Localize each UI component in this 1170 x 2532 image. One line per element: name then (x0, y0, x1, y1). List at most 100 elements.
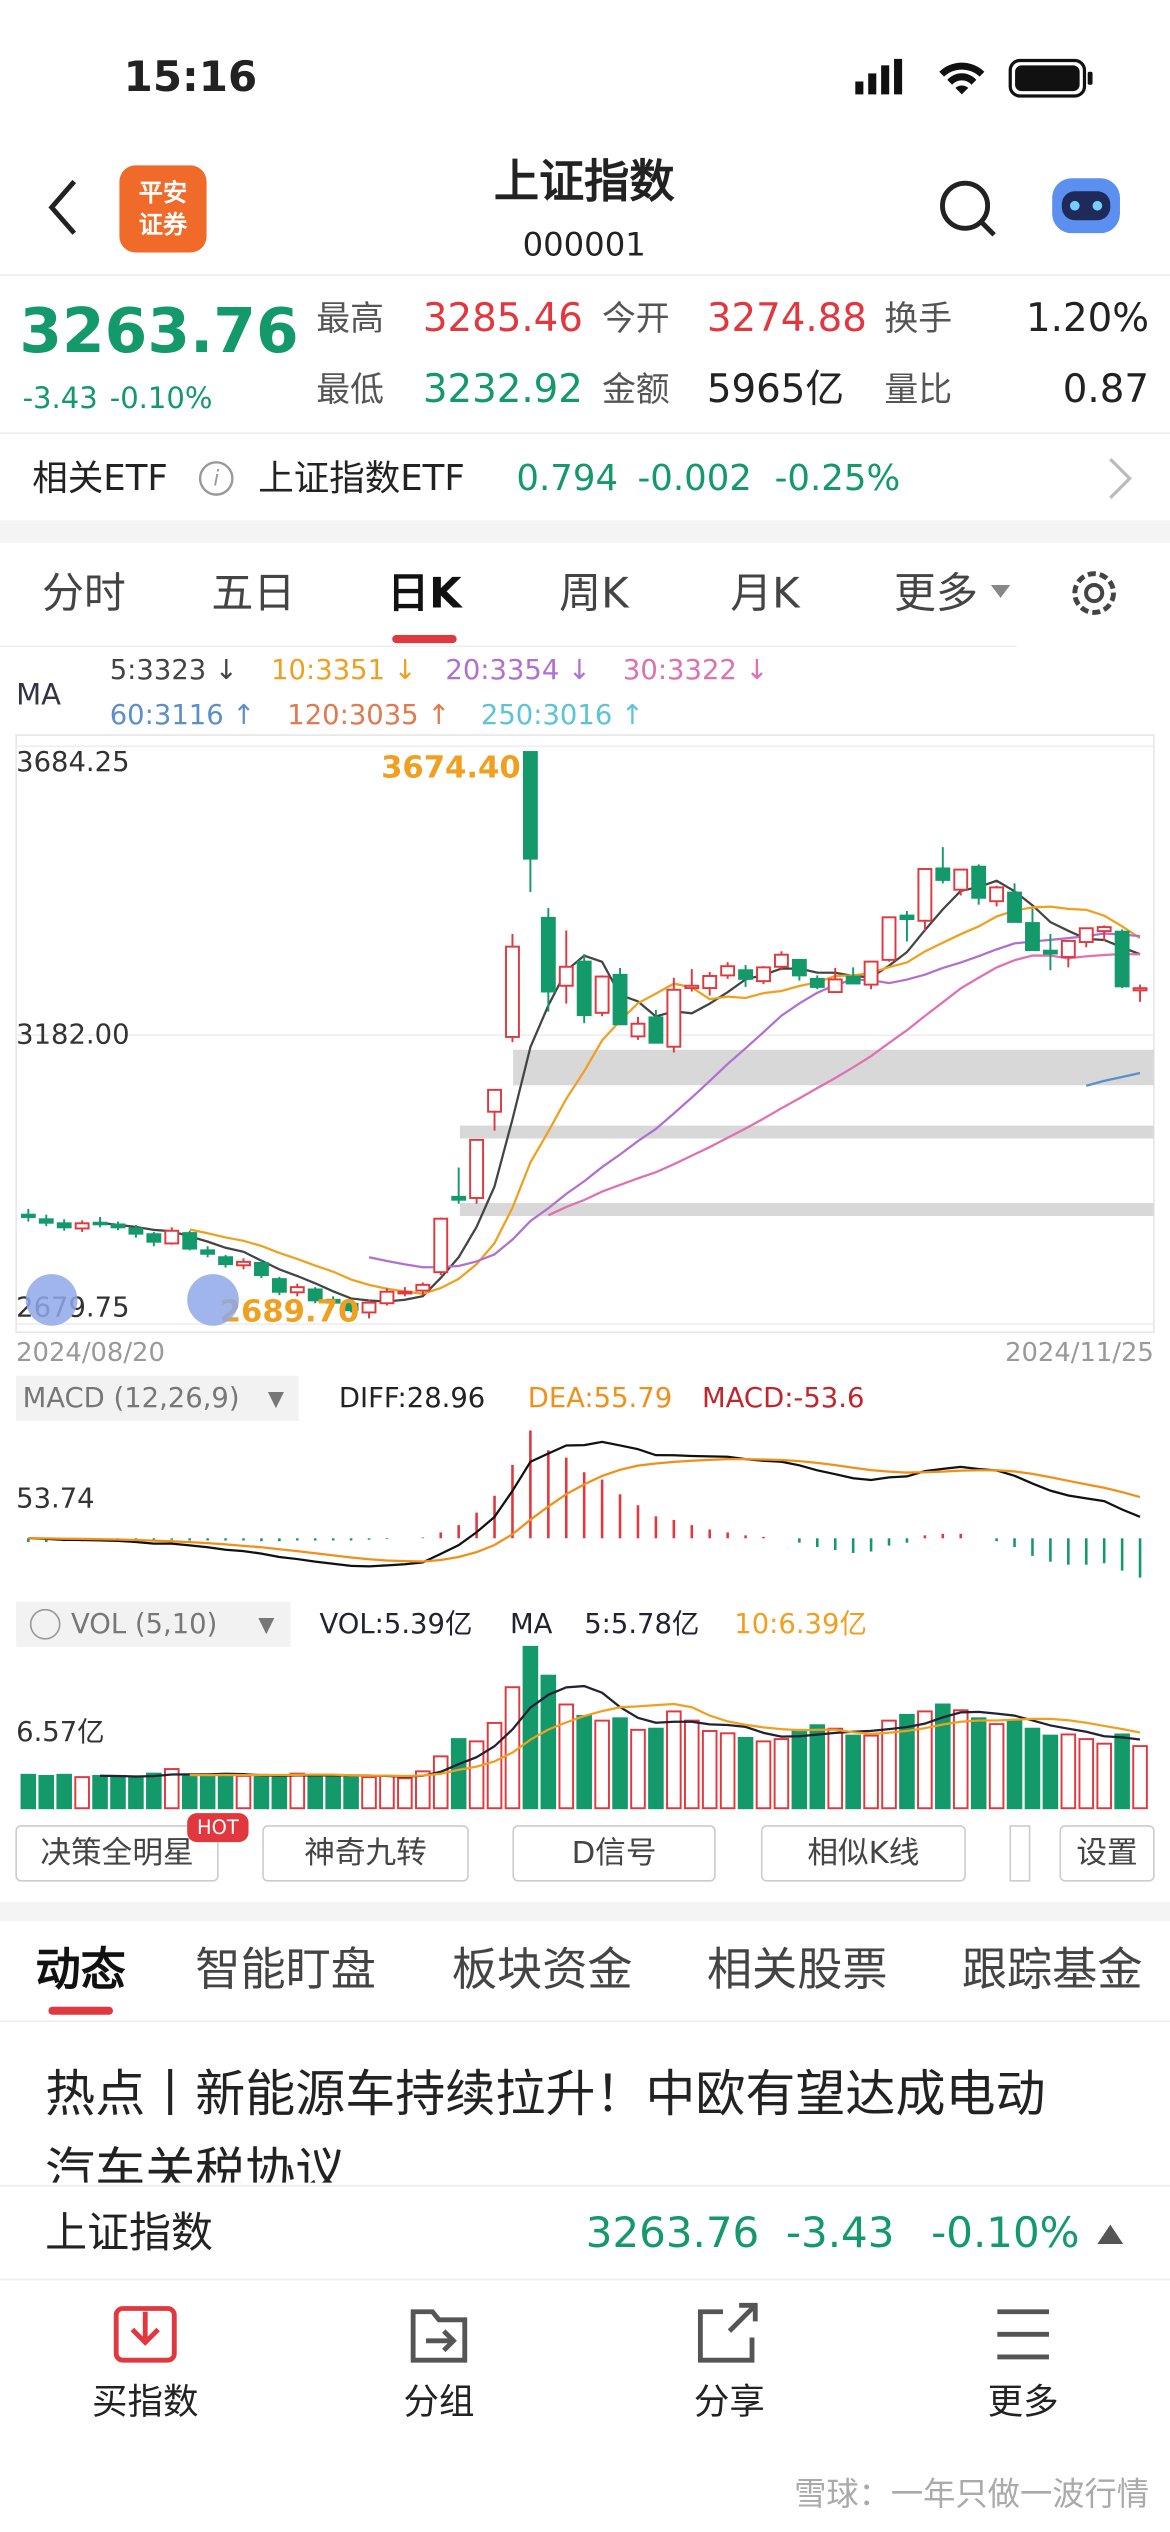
volume-bar (379, 1774, 395, 1810)
search-button[interactable] (940, 180, 996, 237)
period-tab[interactable]: 月K (730, 569, 801, 618)
dropdown (990, 584, 1011, 598)
volume-bar (683, 1719, 700, 1810)
logo-text: 平安 (139, 179, 187, 207)
tool-button[interactable] (15, 1825, 219, 1882)
section-tab[interactable]: 板块资金 (452, 1943, 633, 1996)
settings-button[interactable] (1059, 1825, 1155, 1882)
volume-bar (881, 1719, 897, 1810)
candle-body (1078, 927, 1094, 944)
candle-body (271, 1278, 287, 1293)
nav-label[interactable]: 分享 (694, 2382, 765, 2423)
etf-row[interactable]: 相关ETF i 上证指数ETF 0.794 -0.002 -0.25% (32, 457, 1132, 499)
candle-body (20, 1213, 36, 1218)
stat-value: 3285.46 (423, 296, 583, 341)
ma-line (368, 932, 1141, 1269)
volume-bar (361, 1776, 377, 1810)
dropdown: ▼ (258, 1612, 275, 1636)
volume-bar (432, 1755, 449, 1810)
candle-body (469, 1138, 485, 1199)
volume-bar (504, 1686, 521, 1810)
volume-bar (845, 1734, 861, 1810)
etf-change: -0.002 (637, 458, 751, 499)
volume-bar (540, 1674, 557, 1810)
settings-button[interactable] (1072, 571, 1116, 615)
volume-bar (74, 1776, 90, 1810)
candle-body (1042, 949, 1058, 955)
candle-body (576, 960, 592, 1017)
candle-body (254, 1262, 269, 1277)
volume-bar (630, 1728, 646, 1810)
volume-bar (56, 1773, 72, 1810)
ma-legend-item: 30:3322 ↓ (623, 655, 769, 686)
watermark: 雪球：一年只做一波行情 (794, 2475, 1149, 2513)
volume-bar (1114, 1733, 1130, 1810)
volume-bar (558, 1703, 575, 1810)
expand-arrow[interactable] (1097, 2224, 1124, 2244)
volume-bar (988, 1723, 1005, 1810)
page-title: 上证指数 (494, 155, 676, 208)
volume-bar (271, 1776, 288, 1810)
period-tab[interactable]: 五日 (211, 569, 295, 618)
candle-body (827, 978, 843, 994)
candle-body (666, 988, 682, 1048)
volume-bar (397, 1777, 413, 1810)
section-tab[interactable]: 相关股票 (707, 1943, 888, 1996)
tool-button[interactable] (1009, 1825, 1031, 1882)
candle-body (738, 969, 753, 980)
candle-body (289, 1286, 305, 1294)
back-button[interactable] (48, 179, 77, 235)
volume-bar (935, 1703, 951, 1810)
section-tab[interactable]: 跟踪基金 (962, 1943, 1143, 1996)
macd-selector[interactable] (16, 1375, 299, 1421)
stat-label: 最低 (316, 370, 384, 409)
stat-value: 3274.88 (707, 296, 867, 341)
nav-label[interactable]: 更多 (988, 2382, 1059, 2423)
ma-legend-item: 250:3016 ↑ (481, 700, 644, 731)
period-tab[interactable]: 分时 (42, 569, 126, 618)
tool-button[interactable] (512, 1825, 716, 1882)
volume-bar (594, 1719, 610, 1810)
volume-bar (163, 1768, 180, 1810)
candle-body (1096, 926, 1112, 933)
vol-ma5: 5:5.78亿 (584, 1609, 699, 1640)
volume-bar (576, 1715, 592, 1810)
ma-line (189, 905, 1141, 1295)
candle-body (1060, 939, 1076, 958)
volume-bar (737, 1736, 754, 1810)
volume-bar (1060, 1733, 1077, 1810)
period-tab[interactable]: 日K (387, 569, 463, 618)
volume-bar (20, 1773, 37, 1810)
news-item[interactable]: 热点丨新能源车持续拉升！中欧有望达成电动 汽车关税协议 (45, 2065, 1045, 2200)
ma-legend-item: 5:3323 ↓ (110, 655, 238, 686)
stock-code: 000001 (523, 225, 646, 263)
period-tab[interactable]: 更多 (894, 569, 978, 618)
tool-button[interactable] (760, 1825, 966, 1882)
vol-selector[interactable] (16, 1601, 291, 1647)
zoom-button[interactable] (187, 1274, 239, 1326)
candle-body (971, 865, 987, 899)
tool-button[interactable] (262, 1825, 469, 1882)
news-headline: 热点丨新能源车持续拉升！中欧有望达成电动 (45, 2065, 1045, 2123)
nav-label[interactable]: 分组 (403, 2382, 474, 2423)
dea-line (28, 1458, 1141, 1563)
candle-body (415, 1283, 431, 1292)
ma-legend-item: 10:3351 ↓ (271, 655, 417, 686)
nav-label[interactable]: 买指数 (92, 2382, 199, 2423)
candle-body (863, 960, 879, 986)
section-tab[interactable]: 智能盯盘 (195, 1943, 376, 1996)
scroll-button[interactable] (25, 1274, 78, 1326)
period-tab[interactable]: 周K (559, 569, 630, 618)
volume-bar (415, 1770, 431, 1810)
volume-bar (217, 1773, 234, 1810)
candle-body (505, 945, 520, 1038)
info-icon (29, 1608, 61, 1640)
assistant-button[interactable] (1052, 178, 1120, 234)
candle-body (379, 1290, 395, 1305)
low-annotation: 2689.70 (220, 1294, 360, 1329)
ma-legend-item: 20:3354 ↓ (445, 655, 591, 686)
ma-legend-item: 120:3035 ↑ (287, 700, 450, 731)
section-tab[interactable]: 动态 (36, 1943, 126, 1996)
candle-body (343, 1302, 359, 1312)
volume-bar (92, 1774, 108, 1810)
